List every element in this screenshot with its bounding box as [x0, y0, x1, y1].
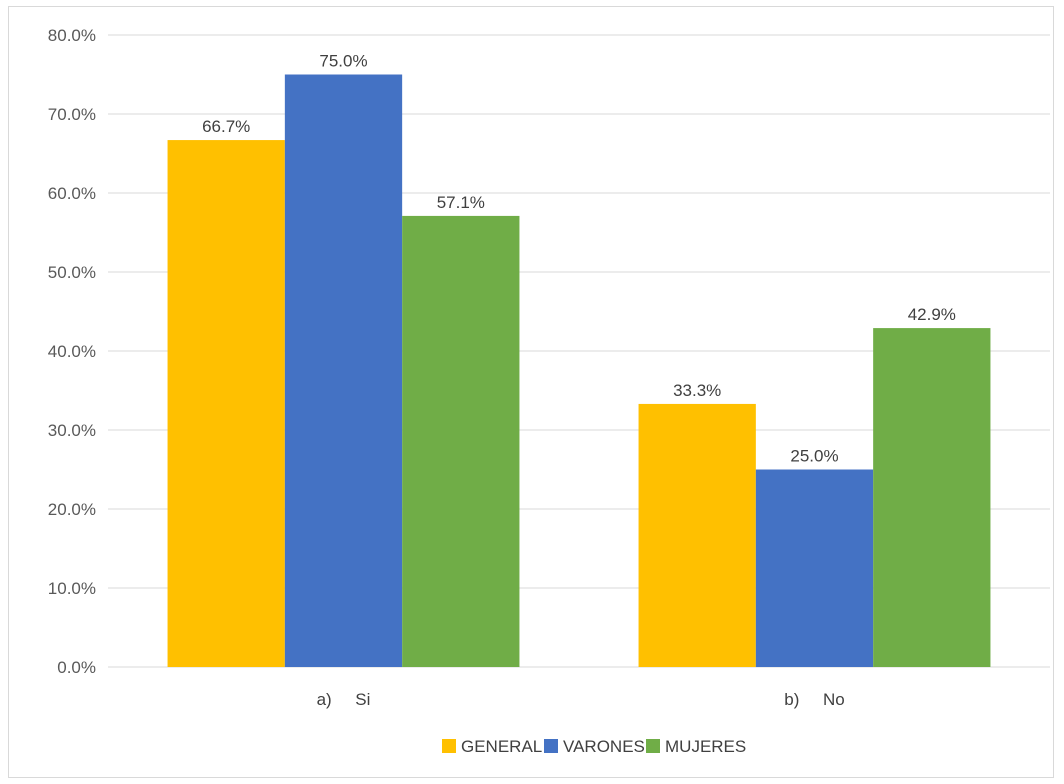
- bars: [167, 74, 991, 667]
- x-axis-categories: a) Si b) No: [317, 690, 845, 709]
- y-tick-label: 20.0%: [48, 500, 96, 519]
- data-labels: 66.7% 75.0% 57.1% 33.3% 25.0% 42.9%: [202, 52, 956, 466]
- bar-general: [638, 403, 756, 667]
- data-label: 25.0%: [790, 447, 838, 466]
- y-tick-label: 50.0%: [48, 263, 96, 282]
- bar-mujeres: [873, 328, 991, 667]
- data-label: 66.7%: [202, 117, 250, 136]
- legend-swatch-varones: [544, 739, 558, 753]
- legend-label-varones: VARONES: [563, 737, 645, 756]
- category-label: a) Si: [317, 690, 371, 709]
- bar-mujeres: [402, 215, 520, 667]
- y-tick-label: 10.0%: [48, 579, 96, 598]
- y-tick-label: 80.0%: [48, 26, 96, 45]
- data-label: 75.0%: [319, 52, 367, 71]
- y-axis-ticks: 0.0% 10.0% 20.0% 30.0% 40.0% 50.0% 60.0% 70.0% 8…: [48, 26, 96, 677]
- y-tick-label: 70.0%: [48, 105, 96, 124]
- legend-label-general: GENERAL: [461, 737, 542, 756]
- data-label: 42.9%: [908, 305, 956, 324]
- legend-swatch-general: [442, 739, 456, 753]
- legend-swatch-mujeres: [646, 739, 660, 753]
- y-tick-label: 60.0%: [48, 184, 96, 203]
- bar-general: [167, 140, 285, 667]
- y-tick-label: 0.0%: [57, 658, 96, 677]
- bar-varones: [284, 74, 403, 667]
- category-label: b) No: [784, 690, 844, 709]
- y-tick-label: 40.0%: [48, 342, 96, 361]
- legend-label-mujeres: MUJERES: [665, 737, 746, 756]
- data-label: 57.1%: [437, 193, 485, 212]
- data-label: 33.3%: [673, 381, 721, 400]
- bar-varones: [755, 469, 874, 667]
- legend: GENERAL VARONES MUJERES: [442, 737, 746, 756]
- y-tick-label: 30.0%: [48, 421, 96, 440]
